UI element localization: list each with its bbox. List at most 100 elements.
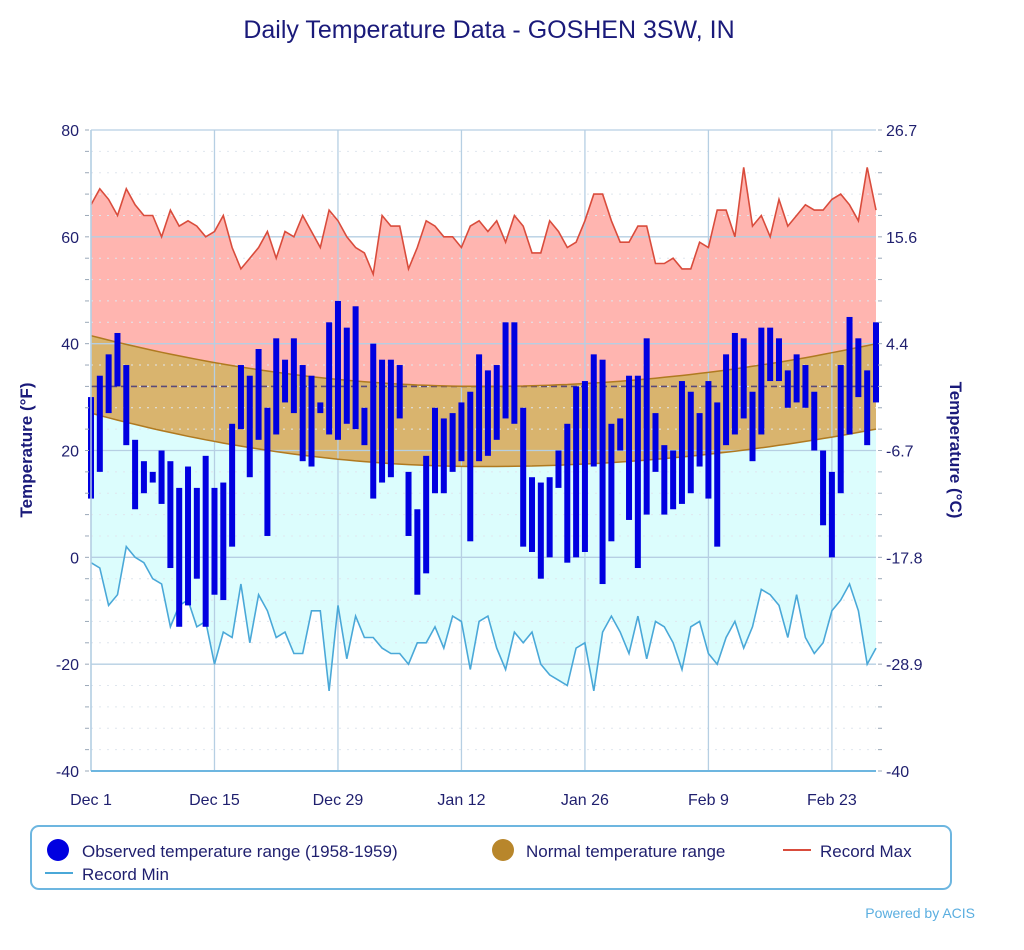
observed-bar <box>379 359 386 483</box>
observed-bar <box>229 423 236 547</box>
observed-bar <box>326 322 333 435</box>
y-tick-label-right: -28.9 <box>886 657 923 674</box>
observed-bar <box>220 482 227 601</box>
observed-bar <box>370 343 377 499</box>
observed-bar <box>828 471 835 558</box>
legend: Observed temperature range (1958-1959) N… <box>30 825 952 890</box>
y-tick-label-left: 0 <box>70 550 79 567</box>
observed-bar <box>793 354 800 403</box>
y-tick-label-left: 60 <box>61 230 79 247</box>
x-tick-label: Jan 12 <box>437 792 485 809</box>
observed-bar <box>617 418 624 451</box>
observed-bar <box>714 402 721 547</box>
legend-normal-marker <box>492 839 514 861</box>
legend-observed-label[interactable]: Observed temperature range (1958-1959) <box>82 842 398 861</box>
observed-bar <box>608 423 615 542</box>
grid-lines <box>90 129 876 772</box>
observed-bar <box>564 423 571 563</box>
observed-bar <box>511 322 518 424</box>
observed-bar <box>299 365 306 462</box>
observed-bar <box>317 402 324 414</box>
observed-bar <box>846 316 853 435</box>
observed-bar <box>696 413 703 467</box>
x-tick-label: Jan 26 <box>561 792 609 809</box>
observed-bar <box>334 300 341 440</box>
observed-bar <box>149 471 156 483</box>
legend-normal-label[interactable]: Normal temperature range <box>526 842 725 861</box>
observed-bar <box>820 450 827 526</box>
legend-record-max-label[interactable]: Record Max <box>820 842 912 861</box>
y-tick-label-left: -40 <box>56 764 79 781</box>
observed-bar <box>396 365 403 419</box>
x-tick-label: Feb 9 <box>688 792 729 809</box>
y-tick-label-left: 40 <box>61 337 79 354</box>
observed-bar <box>273 338 280 435</box>
y-tick-label-right: -17.8 <box>886 550 923 567</box>
axes: 80 26.7 60 15.6 40 4.4 20 -6.7 0 -17.8 -20 -28.9 -40… <box>56 123 923 809</box>
observed-bar <box>414 509 421 595</box>
observed-bar <box>237 365 244 430</box>
observed-bar <box>132 439 139 510</box>
y-tick-label-left: 20 <box>61 444 79 461</box>
legend-box <box>30 825 952 890</box>
observed-bar <box>282 359 289 403</box>
observed-bar <box>855 338 862 398</box>
observed-bar <box>873 322 879 403</box>
observed-bar <box>670 450 677 510</box>
y-tick-label-right: -40 <box>886 764 909 781</box>
observed-bar <box>537 482 544 579</box>
observed-bar <box>467 391 474 542</box>
observed-bar <box>520 407 527 547</box>
observed-bar <box>361 407 368 446</box>
observed-bar <box>678 381 685 504</box>
observed-bar <box>193 487 200 579</box>
record-max-line <box>90 167 877 278</box>
y-tick-label-right: 4.4 <box>886 337 908 354</box>
powered-by-credit[interactable]: Powered by ACIS <box>865 905 975 921</box>
observed-bar <box>387 359 394 478</box>
observed-bar <box>837 365 844 494</box>
observed-bar <box>458 402 465 462</box>
observed-bar <box>352 306 359 430</box>
observed-bar <box>264 407 271 536</box>
observed-bar <box>405 471 412 536</box>
observed-bar <box>731 332 738 435</box>
observed-bar <box>211 487 218 595</box>
observed-bar <box>529 477 536 552</box>
observed-bar <box>802 365 809 408</box>
observed-bar <box>105 354 112 414</box>
observed-bar <box>767 327 774 382</box>
observed-bar <box>723 354 730 446</box>
observed-bar <box>185 466 192 606</box>
observed-bar <box>811 391 818 451</box>
record-max-area <box>91 167 876 387</box>
observed-bar <box>449 413 456 472</box>
observed-bar <box>661 445 668 515</box>
observed-bar <box>784 370 791 408</box>
x-tick-label: Dec 15 <box>189 792 240 809</box>
observed-bar <box>176 487 183 627</box>
y-tick-label-right: -6.7 <box>886 444 914 461</box>
observed-bar <box>652 413 659 472</box>
observed-bar <box>167 461 174 569</box>
observed-bar <box>246 375 253 478</box>
observed-bar <box>581 381 588 552</box>
observed-bar <box>255 349 262 440</box>
observed-bar <box>740 338 747 419</box>
y-tick-label-right: 15.6 <box>886 230 917 247</box>
record-min-line <box>90 544 877 692</box>
legend-record-min-label[interactable]: Record Min <box>82 865 169 884</box>
observed-bar <box>626 375 633 520</box>
y-tick-label-right: 26.7 <box>886 123 917 140</box>
observed-bar <box>290 338 297 414</box>
observed-bar <box>476 354 483 462</box>
observed-bar <box>775 338 782 382</box>
observed-bar <box>599 359 606 585</box>
y-tick-label-left: -20 <box>56 657 79 674</box>
observed-bar <box>484 370 491 456</box>
observed-bar <box>634 375 641 569</box>
observed-bar <box>687 391 694 494</box>
observed-bar <box>590 354 597 467</box>
observed-bar <box>493 365 500 440</box>
